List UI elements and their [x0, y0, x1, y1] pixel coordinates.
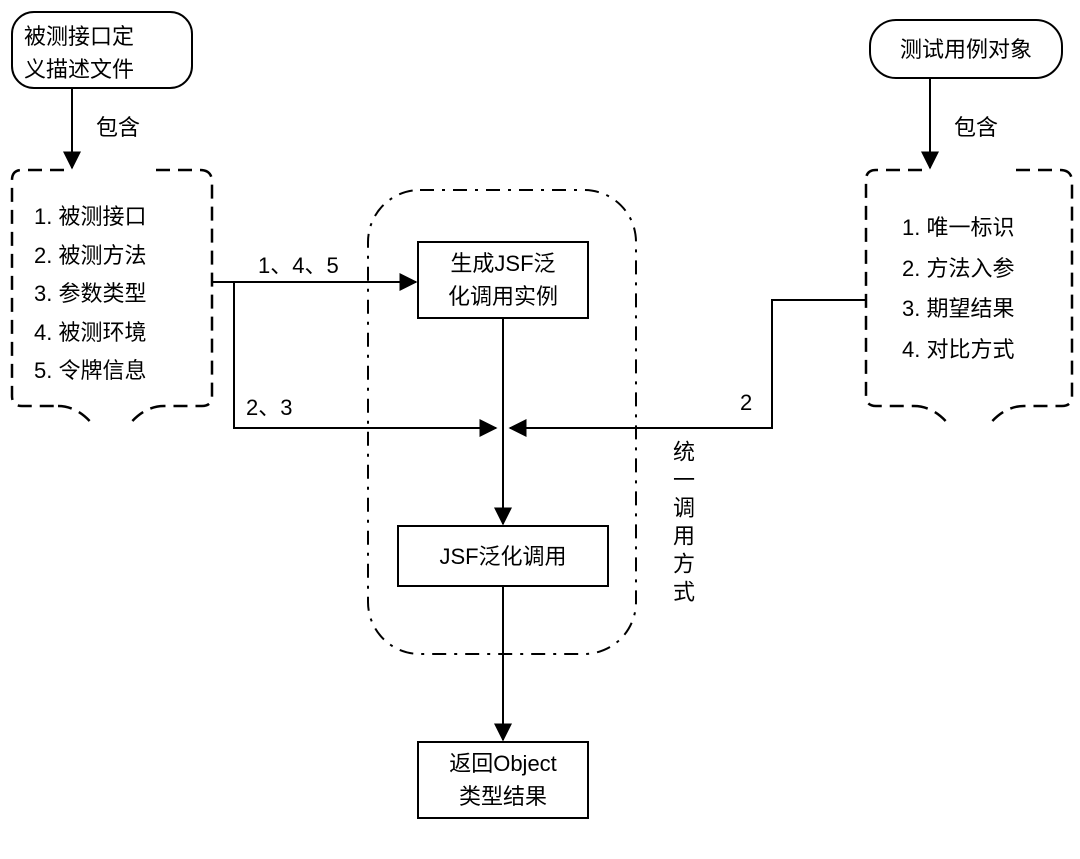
right-list-item-1: 1. 唯一标识	[902, 208, 1014, 249]
left-list-item-3: 3. 参数类型	[34, 275, 146, 314]
right-list-item-2: 2. 方法入参	[902, 249, 1014, 290]
node-left-list: 1. 被测接口 2. 被测方法 3. 参数类型 4. 被测环境 5. 令牌信息	[22, 190, 212, 410]
edge-label-145: 1、4、5	[258, 248, 339, 280]
left-list-item-5: 5. 令牌信息	[34, 352, 146, 391]
return-obj-line1: 返回Object	[449, 747, 557, 780]
edge-label-right-contain: 包含	[954, 110, 998, 142]
diagram-svg	[0, 0, 1080, 859]
node-right-top: 测试用例对象	[870, 20, 1062, 78]
left-list-item-4: 4. 被测环境	[34, 314, 146, 353]
node-right-list-tail	[914, 406, 1024, 426]
gen-instance-line1: 生成JSF泛	[448, 247, 558, 280]
edge-2	[510, 300, 866, 428]
right-top-line1: 测试用例对象	[900, 33, 1032, 66]
gen-instance-line2: 化调用实例	[448, 280, 558, 313]
node-gen-instance: 生成JSF泛 化调用实例	[418, 242, 588, 318]
node-left-top: 被测接口定 义描述文件	[12, 12, 192, 88]
left-top-line1: 被测接口定	[24, 20, 134, 53]
edge-label-2: 2	[740, 390, 752, 416]
left-list-item-1: 1. 被测接口	[34, 198, 146, 237]
node-jsf-call: JSF泛化调用	[398, 526, 608, 586]
right-list-item-3: 3. 期望结果	[902, 289, 1014, 330]
edge-label-23: 2、3	[246, 390, 292, 422]
right-list-item-4: 4. 对比方式	[902, 330, 1014, 371]
node-right-list: 1. 唯一标识 2. 方法入参 3. 期望结果 4. 对比方式	[890, 200, 1080, 400]
vertical-label: 统一调用方式	[666, 440, 698, 608]
left-list-item-2: 2. 被测方法	[34, 237, 146, 276]
left-top-line2: 义描述文件	[24, 53, 134, 86]
jsf-call-line1: JSF泛化调用	[439, 540, 566, 573]
return-obj-line2: 类型结果	[449, 780, 557, 813]
edge-label-left-contain: 包含	[96, 110, 140, 142]
node-return-obj: 返回Object 类型结果	[418, 742, 588, 818]
